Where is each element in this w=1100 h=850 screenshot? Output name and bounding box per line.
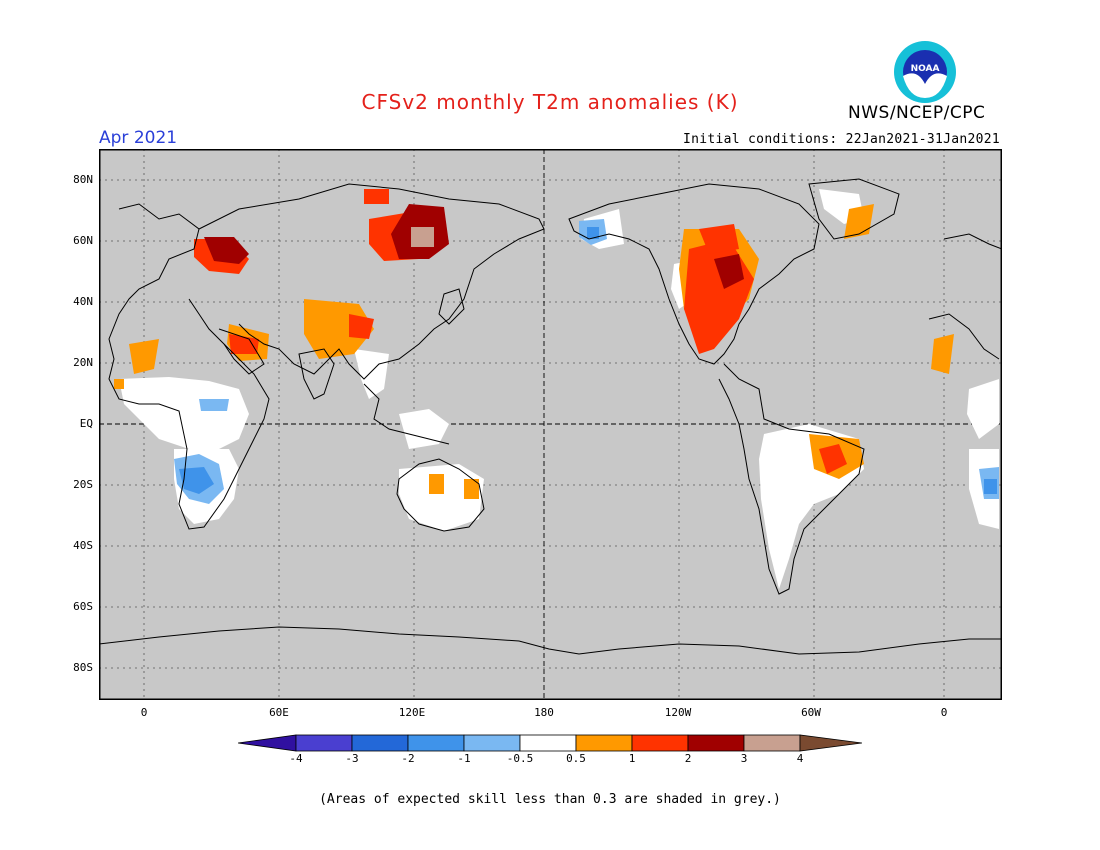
lon-label-60w: 60W xyxy=(801,706,821,719)
colorbar-label: 0.5 xyxy=(566,752,586,765)
lat-label-80s: 80S xyxy=(73,661,93,674)
colorbar-label: -3 xyxy=(345,752,359,765)
initial-conditions: Initial conditions: 22Jan2021-31Jan2021 xyxy=(683,132,1000,147)
colorbar-segment xyxy=(238,734,297,752)
organization-label: NWS/NCEP/CPC xyxy=(848,103,986,123)
skill-footnote: (Areas of expected skill less than 0.3 a… xyxy=(319,792,781,807)
lat-label-eq: EQ xyxy=(79,417,93,430)
colorbar-segment xyxy=(743,734,801,752)
colorbar-segment xyxy=(687,734,745,752)
colorbar-label: 3 xyxy=(740,752,748,765)
colorbar-segment xyxy=(519,734,577,752)
colorbar-label: 1 xyxy=(628,752,636,765)
lon-label-60e: 60E xyxy=(269,706,289,719)
cool-anomalies-strong xyxy=(179,227,997,494)
lon-label-0: 0 xyxy=(140,706,148,719)
coastlines xyxy=(99,178,1002,655)
lon-label-180: 180 xyxy=(534,706,554,719)
colorbar-segment xyxy=(407,734,465,752)
colorbar-segment xyxy=(631,734,689,752)
lat-label-80n: 80N xyxy=(73,173,93,186)
colorbar-label: -4 xyxy=(289,752,303,765)
lat-label-60s: 60S xyxy=(73,600,93,613)
color-legend xyxy=(238,734,862,752)
colorbar-label: -2 xyxy=(401,752,415,765)
lat-label-20n: 20N xyxy=(73,356,93,369)
svg-text:NOAA: NOAA xyxy=(911,64,940,74)
colorbar-label: -1 xyxy=(457,752,471,765)
lat-label-40n: 40N xyxy=(73,295,93,308)
colorbar-label: 4 xyxy=(796,752,804,765)
equator-dateline xyxy=(99,149,1002,700)
warm-anomalies-extreme xyxy=(411,227,434,247)
colorbar-segment xyxy=(575,734,633,752)
chart-title: CFSv2 monthly T2m anomalies (K) xyxy=(361,90,739,114)
colorbar-segment xyxy=(463,734,521,752)
lat-label-60n: 60N xyxy=(73,234,93,247)
colorbar-segment xyxy=(295,734,353,752)
lon-label-120e: 120E xyxy=(398,706,426,719)
colorbar-label: 2 xyxy=(684,752,692,765)
map-frame xyxy=(99,149,1002,700)
lat-label-20s: 20S xyxy=(73,478,93,491)
lat-label-40s: 40S xyxy=(73,539,93,552)
colorbar-segment xyxy=(799,734,862,752)
world-map xyxy=(99,149,1002,700)
graticule xyxy=(99,149,1002,700)
noaa-logo-icon: NOAA xyxy=(894,41,956,103)
colorbar-label: -0.5 xyxy=(506,752,534,765)
colorbar-segment xyxy=(351,734,409,752)
lon-label-120w: 120W xyxy=(664,706,692,719)
lon-label-0-east: 0 xyxy=(940,706,948,719)
forecast-period: Apr 2021 xyxy=(99,128,178,148)
